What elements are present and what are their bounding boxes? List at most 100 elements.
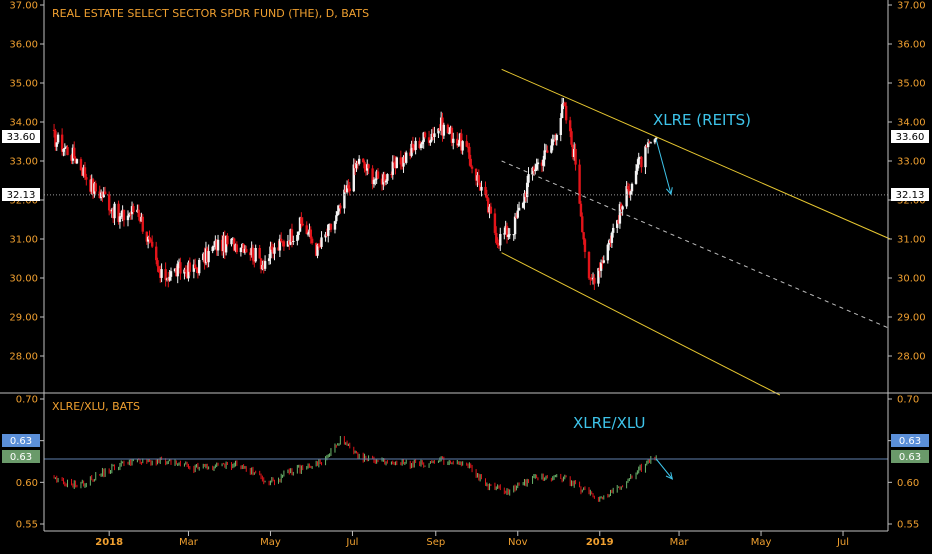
price-candle-body xyxy=(175,268,178,277)
price-candle-body xyxy=(305,225,308,234)
ratio-tag-upper-right xyxy=(891,434,929,447)
price-candle-body xyxy=(56,134,60,143)
price-candle-body xyxy=(559,118,562,136)
price-candle-body xyxy=(405,152,408,163)
price-candle-body xyxy=(66,147,69,156)
x-tick-label: Jul xyxy=(345,537,358,548)
x-tick-label: 2018 xyxy=(95,537,123,548)
price-candle-body xyxy=(383,174,386,183)
price-candle-body xyxy=(394,161,397,168)
price-candle-body xyxy=(74,158,77,164)
x-tick-label: Jul xyxy=(836,537,849,548)
price-candle-body xyxy=(364,168,368,171)
price-candle-body xyxy=(366,164,369,171)
price-candle-body xyxy=(145,231,149,242)
price-candle-body xyxy=(89,179,92,192)
price-candle-body xyxy=(167,278,170,281)
price-candle-body xyxy=(637,157,640,165)
price-candle-body xyxy=(437,128,440,134)
price-candle-body xyxy=(504,225,507,234)
price-candle-body xyxy=(82,167,85,176)
price-candle-body xyxy=(132,206,135,213)
price-candle-body xyxy=(168,276,171,281)
x-tick-label: Mar xyxy=(179,537,199,548)
ratio-tag-lower-right xyxy=(891,450,929,463)
price-candle-body xyxy=(298,217,302,232)
ratio-tag-upper-left xyxy=(2,434,40,447)
price-candle-body xyxy=(543,150,546,160)
price-candle-body xyxy=(361,158,365,163)
price-candle-body xyxy=(290,229,294,242)
price-candle-body xyxy=(513,216,517,235)
price-candle-body xyxy=(402,156,405,167)
price-tick-label-right: 34.00 xyxy=(897,118,926,129)
price-candle-body xyxy=(239,247,243,253)
price-candle-body xyxy=(90,179,93,192)
price-candle-body xyxy=(251,247,255,261)
last-price-label-left: 33.60 xyxy=(7,132,36,143)
price-candle-body xyxy=(52,129,56,131)
price-candle-body xyxy=(458,133,462,144)
price-candle-body xyxy=(301,223,304,226)
price-candle-body xyxy=(550,145,553,153)
hline-price-tag-right xyxy=(891,188,929,201)
price-candle-body xyxy=(546,150,549,153)
price-candle-body xyxy=(277,247,280,251)
price-candle-body xyxy=(555,135,558,141)
price-candle-body xyxy=(117,203,120,222)
price-candle-body xyxy=(206,248,209,263)
price-candle-body xyxy=(176,263,179,277)
price-candle-body xyxy=(270,246,274,250)
price-candle-body xyxy=(419,144,423,149)
price-candle-body xyxy=(314,243,318,256)
price-candle-body xyxy=(449,127,452,133)
price-candle-body xyxy=(281,241,284,243)
price-candle-body xyxy=(448,132,451,134)
price-candle-body xyxy=(587,251,591,279)
ratio-pane-title: XLRE/XLU, BATS xyxy=(52,400,140,413)
price-candle-body xyxy=(253,260,256,262)
price-candle-body xyxy=(262,264,265,269)
price-candle-body xyxy=(211,246,214,252)
price-candle-body xyxy=(470,166,474,169)
price-tick-label-left: 28.00 xyxy=(9,352,38,363)
ratio-tick-label-left: 0.70 xyxy=(16,395,38,406)
price-candle-body xyxy=(60,134,64,152)
price-candle-body xyxy=(427,137,431,143)
price-candle-body xyxy=(421,141,424,145)
price-candle-body xyxy=(554,139,557,141)
price-candle-body xyxy=(411,143,415,148)
price-candle-body xyxy=(499,233,502,246)
price-candle-body xyxy=(141,216,144,232)
ratio-tick-label-right: 0.70 xyxy=(897,395,919,406)
price-candle-body xyxy=(433,133,436,138)
price-candle-body xyxy=(484,186,487,196)
price-candle-body xyxy=(129,213,132,215)
price-candle-body xyxy=(574,148,577,165)
price-candle-body xyxy=(258,247,261,259)
price-candle-body xyxy=(203,253,206,264)
price-candle-body xyxy=(430,133,433,141)
price-candle-body xyxy=(460,133,463,151)
price-candle-body xyxy=(345,185,349,193)
price-candle-body xyxy=(165,278,169,280)
price-candle-body xyxy=(621,206,624,210)
ratio-tick-label-right: 0.55 xyxy=(897,520,919,531)
price-candle-body xyxy=(149,239,153,242)
price-candle-body xyxy=(207,251,210,263)
price-candle-body xyxy=(535,164,538,170)
price-candle-body xyxy=(271,249,275,254)
price-candle-body xyxy=(232,238,236,251)
price-candle-body xyxy=(446,124,450,134)
price-candle-body xyxy=(527,174,530,183)
price-candle-body xyxy=(148,237,151,240)
price-candle-body xyxy=(289,229,292,245)
price-candle-body xyxy=(325,234,329,236)
price-candle-body xyxy=(523,193,526,203)
price-candle-body xyxy=(400,164,404,167)
channel-lower-line xyxy=(501,252,781,396)
price-candle-body xyxy=(93,183,96,194)
price-candle-body xyxy=(224,235,228,253)
price-candle-body xyxy=(102,191,105,197)
